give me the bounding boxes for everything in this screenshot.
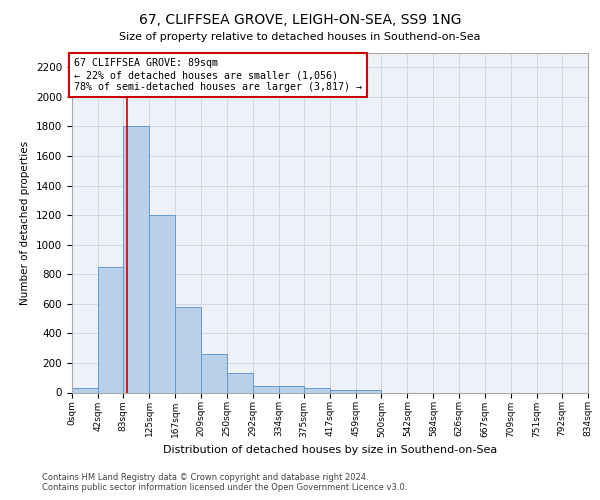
Bar [304,388,330,392]
X-axis label: Distribution of detached houses by size in Southend-on-Sea: Distribution of detached houses by size … [163,445,497,455]
Bar [356,390,382,392]
Bar [98,267,124,392]
Bar [202,354,227,393]
Text: Size of property relative to detached houses in Southend-on-Sea: Size of property relative to detached ho… [119,32,481,42]
Y-axis label: Number of detached properties: Number of detached properties [20,140,31,304]
Bar [278,386,304,392]
Bar [72,388,98,392]
Bar [227,374,253,392]
Text: Contains HM Land Registry data © Crown copyright and database right 2024.
Contai: Contains HM Land Registry data © Crown c… [42,473,407,492]
Bar [330,390,356,392]
Bar [149,215,175,392]
Bar [175,307,202,392]
Text: 67, CLIFFSEA GROVE, LEIGH-ON-SEA, SS9 1NG: 67, CLIFFSEA GROVE, LEIGH-ON-SEA, SS9 1N… [139,12,461,26]
Text: 67 CLIFFSEA GROVE: 89sqm
← 22% of detached houses are smaller (1,056)
78% of sem: 67 CLIFFSEA GROVE: 89sqm ← 22% of detach… [74,58,362,92]
Bar [124,126,149,392]
Bar [253,386,278,392]
